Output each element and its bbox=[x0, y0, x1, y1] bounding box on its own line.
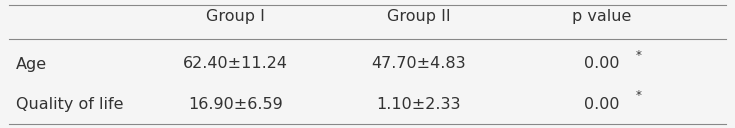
Text: Group II: Group II bbox=[387, 9, 451, 24]
Text: 0.00: 0.00 bbox=[584, 97, 620, 112]
Text: p value: p value bbox=[572, 9, 631, 24]
Text: 0.00: 0.00 bbox=[584, 56, 620, 72]
Text: 47.70±4.83: 47.70±4.83 bbox=[371, 56, 466, 72]
Text: 1.10±2.33: 1.10±2.33 bbox=[376, 97, 461, 112]
Text: Group I: Group I bbox=[207, 9, 265, 24]
Text: 62.40±11.24: 62.40±11.24 bbox=[183, 56, 288, 72]
Text: 16.90±6.59: 16.90±6.59 bbox=[188, 97, 283, 112]
Text: Quality of life: Quality of life bbox=[16, 97, 123, 112]
Text: *: * bbox=[636, 89, 642, 102]
Text: Age: Age bbox=[16, 56, 47, 72]
Text: *: * bbox=[636, 49, 642, 62]
